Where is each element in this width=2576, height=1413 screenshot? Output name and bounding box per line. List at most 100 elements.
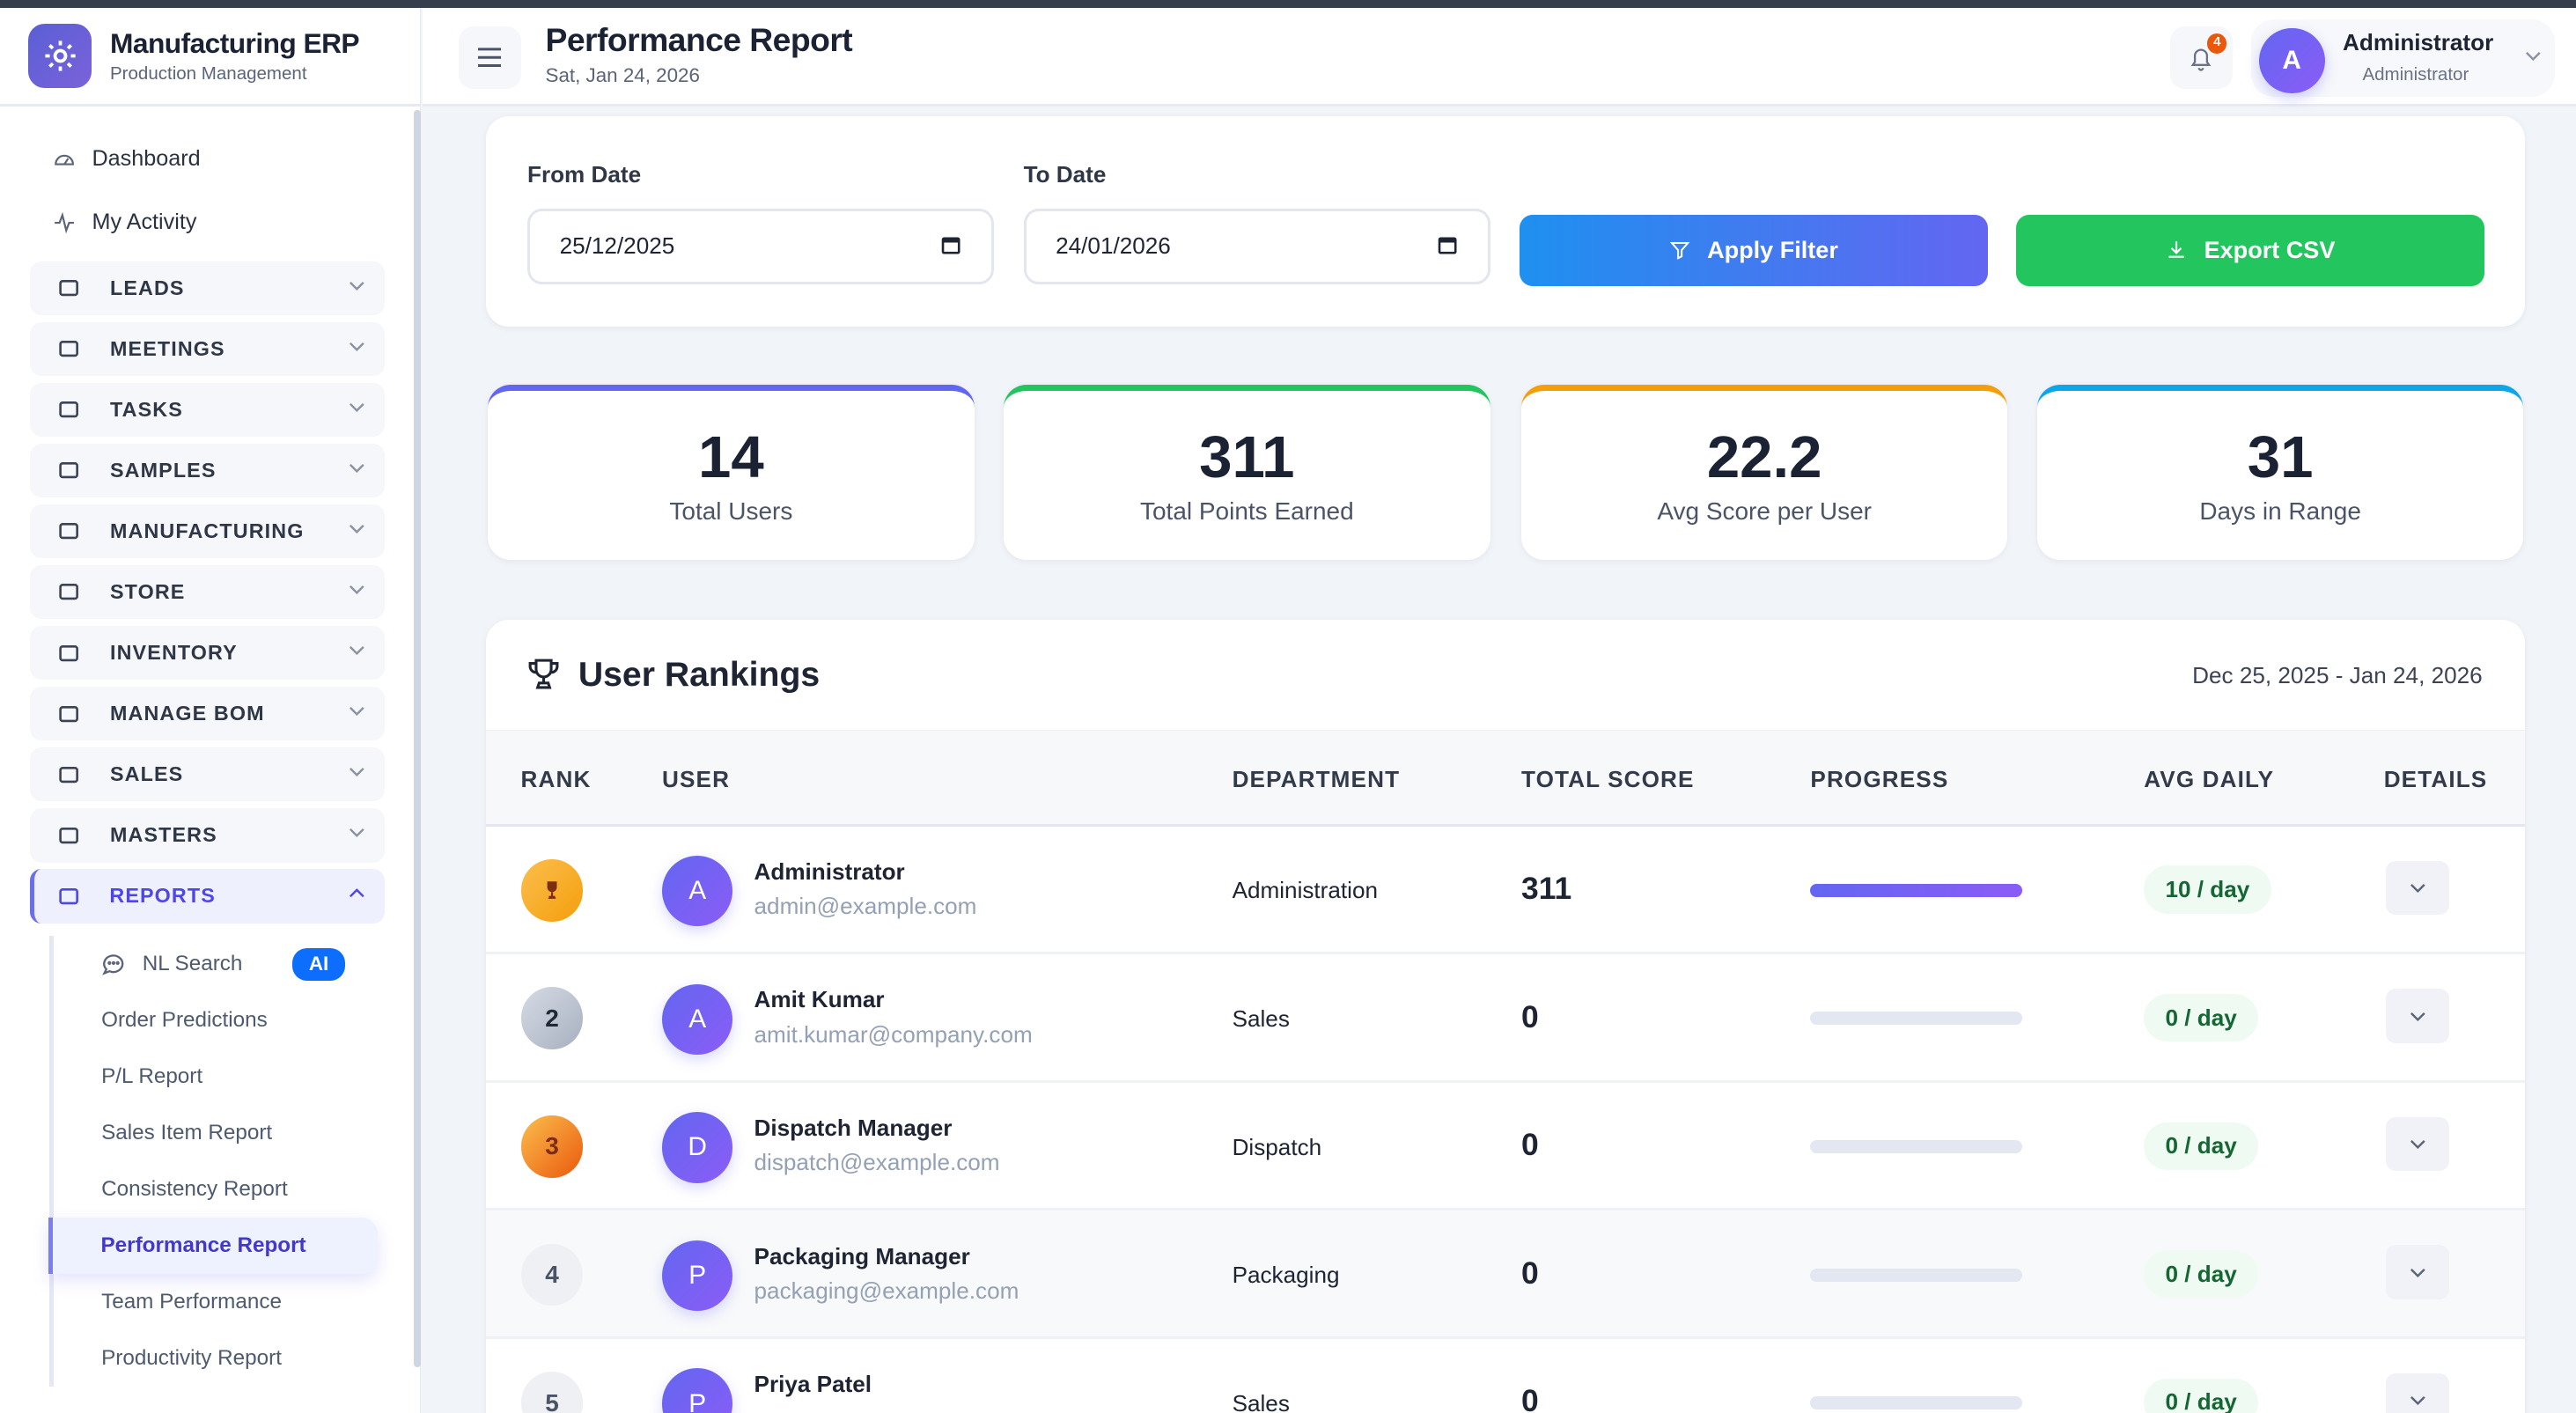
chevron-down-icon: [349, 706, 365, 717]
app-title: Manufacturing ERP: [110, 27, 360, 60]
col-department: DEPARTMENT: [1232, 765, 1401, 792]
to-date-input[interactable]: 24/01/2026: [1023, 208, 1490, 284]
sidebar-item-dashboard[interactable]: Dashboard: [0, 127, 414, 191]
sidebar-item-nl-search[interactable]: NL Search AI: [54, 936, 378, 992]
sidebar-group-reports[interactable]: REPORTS: [29, 868, 385, 924]
table-row: 2 A Amit Kumar amit.kumar@company.com Sales 0…: [486, 954, 2526, 1083]
calendar-icon[interactable]: [940, 234, 961, 255]
sidebar-group-sales[interactable]: SALES: [29, 747, 385, 802]
stat-label: Total Points Earned: [1140, 497, 1354, 526]
chevron-down-icon: [349, 342, 365, 352]
progress-bar: [1810, 1396, 2023, 1410]
group-label: MANAGE BOM: [109, 702, 265, 725]
gear-logo-icon: [27, 24, 92, 89]
menu-toggle-button[interactable]: [458, 26, 521, 89]
box-icon: [55, 460, 82, 481]
cart-icon: [55, 764, 82, 785]
rankings-date-range: Dec 25, 2025 - Jan 24, 2026: [2192, 662, 2483, 689]
group-label: TASKS: [109, 398, 183, 421]
stat-days-in-range: 31 Days in Range: [2036, 384, 2524, 561]
reports-submenu: NL Search AI Order Predictions P/L Report…: [48, 936, 379, 1387]
department: Packaging: [1232, 1262, 1340, 1289]
apply-filter-label: Apply Filter: [1707, 237, 1838, 264]
group-label: MEETINGS: [109, 336, 225, 360]
chevron-down-icon: [2410, 883, 2426, 894]
chevron-down-icon: [2410, 1012, 2426, 1021]
group-label: MASTERS: [109, 823, 217, 847]
sidebar-item-my-activity[interactable]: My Activity: [0, 190, 414, 254]
sidebar-nav: Dashboard My Activity LEADS MEETINGS TASKS…: [0, 127, 414, 1387]
sidebar-group-inventory[interactable]: INVENTORY: [29, 625, 385, 681]
group-label: MANUFACTURING: [109, 519, 305, 543]
progress-bar: [1810, 883, 2023, 897]
sidebar-group-manufacturing[interactable]: MANUFACTURING: [29, 504, 385, 559]
rank-badge: [520, 858, 584, 922]
stat-value: 14: [698, 423, 764, 490]
sidebar-group-tasks[interactable]: TASKS: [29, 382, 385, 438]
user-name: Administrator: [754, 857, 905, 885]
sidebar-item-label: My Activity: [92, 210, 197, 235]
apply-filter-button[interactable]: Apply Filter: [1520, 215, 1988, 286]
brand[interactable]: Manufacturing ERP Production Management: [0, 8, 420, 107]
avg-daily-badge: 0 / day: [2144, 993, 2259, 1042]
table-row: 4 P Packaging Manager packaging@example.com…: [486, 1211, 2526, 1339]
sidebar-item-order-predictions[interactable]: Order Predictions: [101, 1008, 268, 1033]
sidebar-item-productivity-report[interactable]: Productivity Report: [101, 1346, 282, 1371]
sidebar-item-label: NL Search: [142, 952, 243, 976]
expand-details-button[interactable]: [2385, 1116, 2450, 1172]
col-details: DETAILS: [2383, 765, 2488, 792]
expand-details-button[interactable]: [2385, 1245, 2450, 1300]
ai-badge: AI: [292, 947, 345, 981]
database-icon: [55, 825, 82, 846]
hamburger-icon: [478, 48, 502, 68]
sidebar-group-store[interactable]: STORE: [29, 564, 385, 620]
expand-details-button[interactable]: [2385, 989, 2450, 1043]
sidebar: Manufacturing ERP Production Management …: [0, 8, 421, 1413]
col-avg-daily: AVG DAILY: [2144, 765, 2275, 792]
header: Performance Report Sat, Jan 24, 2026 4 A…: [422, 8, 2576, 107]
chart-line-icon: [55, 886, 82, 907]
from-date-input[interactable]: 25/12/2025: [527, 208, 994, 284]
expand-details-button[interactable]: [2385, 860, 2450, 916]
user-name: Amit Kumar: [754, 986, 885, 1013]
stat-avg-score: 22.2 Avg Score per User: [1521, 384, 2008, 561]
avg-daily-badge: 10 / day: [2144, 865, 2271, 914]
sidebar-item-consistency-report[interactable]: Consistency Report: [101, 1177, 288, 1202]
sidebar-scrollbar[interactable]: [414, 110, 421, 1367]
progress-bar: [1810, 1268, 2023, 1282]
table-row: 5 P Priya Patel Sales 0 0 / day: [486, 1339, 2525, 1413]
sidebar-group-meetings[interactable]: MEETINGS: [29, 321, 385, 377]
table-row: A Administrator admin@example.com Administr…: [486, 827, 2526, 955]
sidebar-group-manage-bom[interactable]: MANAGE BOM: [29, 686, 385, 741]
stat-total-points: 311 Total Points Earned: [1004, 384, 1490, 561]
user-email: dispatch@example.com: [754, 1149, 1000, 1176]
total-score: 0: [1521, 1383, 1539, 1413]
from-date-value: 25/12/2025: [559, 232, 675, 260]
chevron-down-icon: [349, 828, 365, 838]
sidebar-item-sales-item-report[interactable]: Sales Item Report: [101, 1121, 273, 1145]
sidebar-item-team-performance[interactable]: Team Performance: [101, 1290, 282, 1314]
sidebar-item-performance-report[interactable]: Performance Report: [48, 1218, 379, 1275]
download-icon: [2165, 239, 2188, 261]
notifications-button[interactable]: 4: [2170, 26, 2233, 89]
bell-icon: [2189, 46, 2213, 72]
rank-number: 3: [545, 1132, 559, 1160]
export-csv-button[interactable]: Export CSV: [2015, 215, 2484, 286]
calendar-icon[interactable]: [1437, 234, 1458, 255]
video-icon: [55, 338, 82, 359]
rank-badge: 2: [520, 987, 584, 1050]
user-name: Dispatch Manager: [754, 1115, 953, 1142]
chevron-down-icon: [349, 767, 365, 777]
sidebar-group-samples[interactable]: SAMPLES: [29, 443, 385, 498]
notification-count: 4: [2206, 33, 2228, 55]
sidebar-group-masters[interactable]: MASTERS: [29, 807, 385, 863]
expand-details-button[interactable]: [2385, 1373, 2450, 1413]
user-menu[interactable]: A Administrator Administrator: [2250, 19, 2555, 98]
group-label: SAMPLES: [109, 459, 217, 482]
sidebar-item-pl-report[interactable]: P/L Report: [101, 1064, 203, 1089]
sidebar-group-leads[interactable]: LEADS: [29, 261, 385, 316]
chevron-down-icon: [349, 281, 365, 291]
rank-number: 4: [545, 1261, 559, 1289]
stat-total-users: 14 Total Users: [488, 384, 975, 561]
col-progress: PROGRESS: [1810, 765, 1949, 792]
